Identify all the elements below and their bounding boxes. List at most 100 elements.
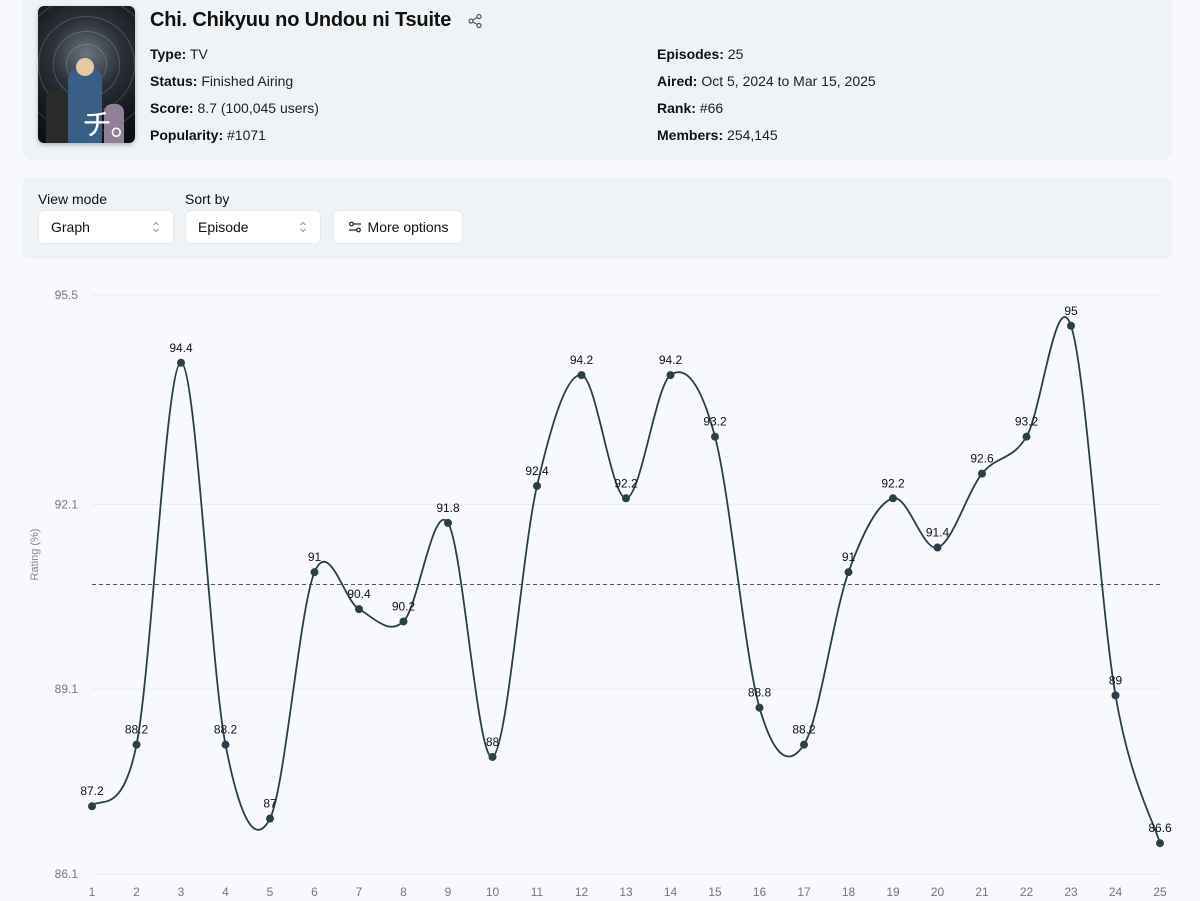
data-point[interactable] — [132, 740, 141, 749]
data-point[interactable] — [889, 494, 897, 503]
more-options-button[interactable]: More options — [333, 210, 463, 244]
data-label: 94.2 — [659, 353, 683, 367]
data-point[interactable] — [533, 481, 541, 490]
data-point[interactable] — [666, 371, 675, 380]
data-label: 92.2 — [614, 476, 638, 490]
view-mode-label: View mode — [38, 191, 108, 207]
field-episodes: Episodes: 25 — [657, 46, 744, 62]
data-label: 92.4 — [525, 464, 549, 478]
data-label: 92.6 — [970, 452, 994, 466]
data-label: 91 — [308, 550, 322, 564]
x-tick-label: 23 — [1064, 885, 1078, 899]
data-label: 86.6 — [1148, 821, 1172, 835]
data-point[interactable] — [355, 605, 363, 614]
data-label: 93.2 — [703, 415, 727, 429]
x-tick-label: 20 — [931, 885, 945, 899]
x-tick-label: 24 — [1109, 885, 1123, 899]
data-label: 91.4 — [926, 526, 950, 540]
x-tick-label: 8 — [400, 885, 407, 899]
rating-line — [91, 316, 1161, 844]
x-tick-label: 15 — [708, 885, 722, 899]
x-tick-label: 21 — [975, 885, 989, 899]
data-label: 91.8 — [436, 501, 460, 515]
field-popularity: Popularity: #1071 — [150, 127, 266, 143]
field-score: Score: 8.7 (100,045 users) — [150, 100, 319, 116]
data-label: 93.2 — [1015, 415, 1039, 429]
y-tick-label: 92.1 — [55, 497, 79, 511]
data-label: 90.4 — [347, 587, 371, 601]
data-point[interactable] — [88, 802, 96, 811]
data-point[interactable] — [310, 568, 319, 577]
field-type: Type: TV — [150, 46, 208, 62]
x-tick-label: 14 — [664, 885, 678, 899]
data-label: 91 — [842, 550, 856, 564]
data-point[interactable] — [755, 703, 764, 712]
data-label: 95 — [1064, 304, 1078, 318]
more-options-label: More options — [367, 219, 449, 235]
anime-info-card — [22, 0, 1172, 160]
x-tick-label: 5 — [267, 885, 274, 899]
line-chart-svg: 95.5 92.1 89.1 86.1 Rating (%) 87.2 1 88.2 2 94.4… — [29, 288, 1172, 899]
x-tick-label: 10 — [486, 885, 500, 899]
x-tick-label: 9 — [445, 885, 452, 899]
data-point[interactable] — [177, 358, 185, 367]
anime-poster: チ。 — [38, 6, 135, 143]
y-tick-label: 89.1 — [55, 682, 79, 696]
data-point[interactable] — [1022, 432, 1031, 441]
x-tick-label: 17 — [797, 885, 811, 899]
data-label: 87 — [263, 797, 277, 811]
data-point[interactable] — [711, 432, 719, 441]
view-mode-select[interactable]: Graph — [38, 210, 174, 244]
data-point[interactable] — [622, 494, 630, 503]
data-point[interactable] — [266, 814, 274, 823]
x-tick-label: 1 — [89, 885, 96, 899]
anime-title: Chi. Chikyuu no Undou ni Tsuite — [150, 9, 452, 31]
sort-by-label: Sort by — [185, 191, 230, 207]
field-status: Status: Finished Airing — [150, 73, 294, 89]
data-label: 92.2 — [881, 476, 905, 490]
x-tick-label: 18 — [842, 885, 856, 899]
x-tick-label: 4 — [222, 885, 229, 899]
rating-chart: 95.5 92.1 89.1 86.1 Rating (%) 87.2 1 88.2 2 94.4… — [0, 270, 1200, 901]
data-point[interactable] — [933, 543, 942, 552]
data-label: 90.2 — [392, 599, 416, 613]
chevron-up-down-icon — [153, 221, 159, 233]
x-tick-label: 25 — [1153, 885, 1167, 899]
data-point[interactable] — [221, 740, 230, 749]
x-tick-label: 6 — [311, 885, 318, 899]
x-tick-label: 11 — [531, 885, 544, 899]
data-point[interactable] — [978, 469, 986, 478]
share-icon[interactable] — [467, 13, 483, 29]
data-point[interactable] — [399, 617, 408, 626]
data-point[interactable] — [577, 371, 586, 380]
data-point[interactable] — [1111, 691, 1120, 700]
x-tick-label: 7 — [356, 885, 363, 899]
chevron-up-down-icon — [300, 221, 306, 233]
data-point[interactable] — [444, 518, 452, 527]
y-axis-label: Rating (%) — [29, 529, 41, 581]
field-rank: Rank: #66 — [657, 100, 724, 116]
x-tick-label: 2 — [133, 885, 140, 899]
x-tick-label: 19 — [886, 885, 900, 899]
sort-by-select[interactable]: Episode — [185, 210, 321, 244]
field-aired: Aired: Oct 5, 2024 to Mar 15, 2025 — [657, 73, 876, 89]
data-point[interactable] — [1156, 839, 1164, 848]
data-label: 88 — [486, 735, 500, 749]
x-tick-label: 22 — [1020, 885, 1034, 899]
x-tick-label: 13 — [619, 885, 633, 899]
data-point[interactable] — [844, 568, 853, 577]
view-mode-value: Graph — [51, 219, 90, 235]
sliders-icon — [348, 221, 361, 233]
x-tick-label: 16 — [753, 885, 767, 899]
data-point[interactable] — [488, 752, 497, 761]
poster-title-glyph: チ。 — [82, 108, 135, 143]
data-label: 88.2 — [792, 723, 816, 737]
sort-by-value: Episode — [198, 219, 249, 235]
data-label: 88.2 — [125, 723, 149, 737]
x-tick-label: 12 — [575, 885, 589, 899]
data-label: 89 — [1109, 673, 1123, 687]
data-point[interactable] — [1067, 321, 1075, 330]
data-label: 94.4 — [169, 341, 193, 355]
data-point[interactable] — [800, 740, 808, 749]
data-label: 88.2 — [214, 723, 238, 737]
